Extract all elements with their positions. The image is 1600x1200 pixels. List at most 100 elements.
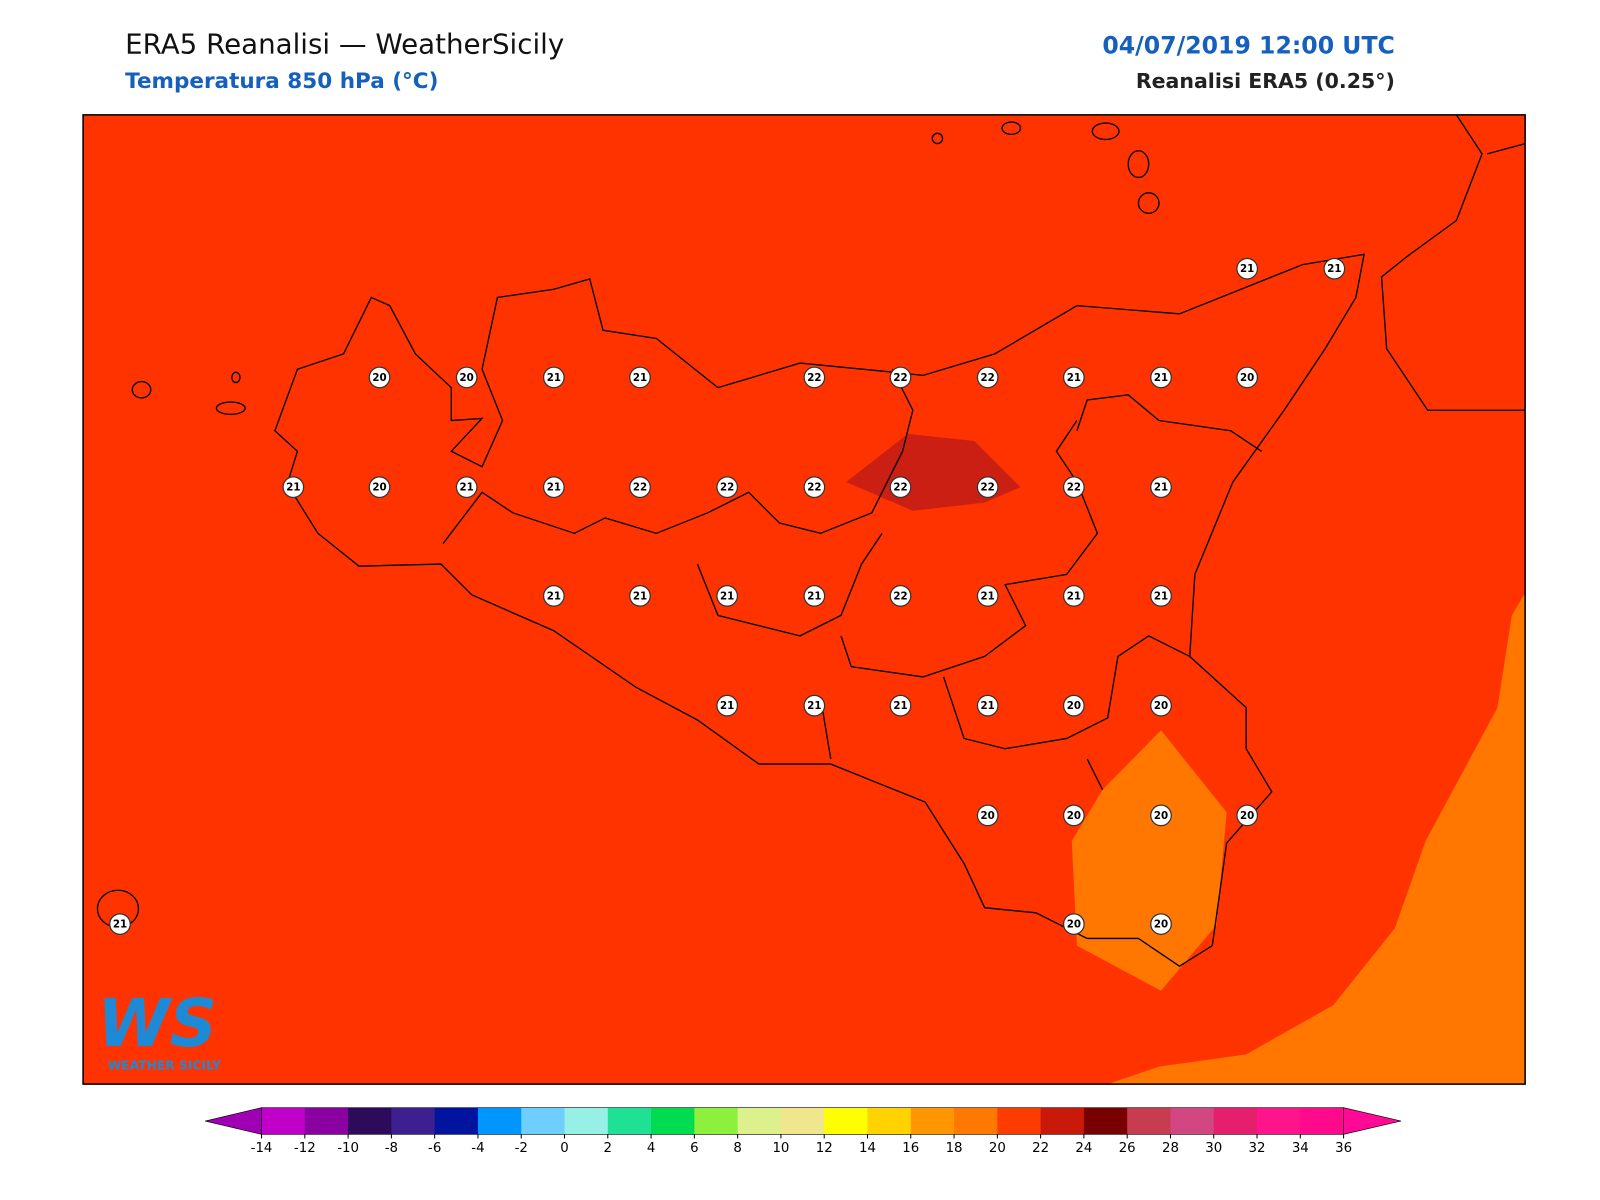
colorbar-segment — [824, 1107, 868, 1135]
colorbar-segment — [997, 1107, 1042, 1135]
station-value: 22 — [981, 372, 995, 384]
station-marker — [542, 366, 565, 389]
station-marker — [1150, 476, 1172, 499]
colorbar-tick-label: -10 — [337, 1141, 359, 1156]
colorbar-segment — [651, 1107, 695, 1135]
station-value: 21 — [286, 482, 300, 494]
colorbar-frame — [261, 1107, 1344, 1135]
station-marker — [889, 585, 912, 607]
station: 21 — [803, 585, 826, 607]
station-marker — [889, 476, 912, 499]
station-value: 21 — [547, 372, 561, 384]
station-value: 20 — [1067, 919, 1081, 931]
colorbar-tick-label: 18 — [946, 1141, 963, 1156]
subtitle: Temperatura 850 hPa (°C) — [125, 69, 438, 94]
station-value: 20 — [372, 482, 386, 494]
station: 22 — [629, 476, 651, 499]
colorbar-tick-label: 16 — [902, 1141, 919, 1156]
station-marker — [976, 366, 999, 389]
stations: 21 21 20 20 21 21 22 22 22 21 21 20 21 20 21 21 22 22 22 22… — [109, 257, 1346, 935]
station-marker — [716, 694, 739, 717]
station-marker — [889, 366, 912, 389]
station-marker — [803, 366, 826, 389]
colorbar-segment — [1213, 1107, 1258, 1135]
colorbar-segment — [867, 1107, 912, 1135]
station-value: 22 — [893, 372, 907, 384]
station: 21 — [716, 585, 739, 607]
colorbar-under — [205, 1107, 262, 1135]
station: 20 — [1236, 366, 1259, 389]
station-marker — [629, 585, 651, 607]
station: 21 — [542, 476, 565, 499]
colorbar-tick-label: 20 — [989, 1141, 1006, 1156]
station: 21 — [976, 585, 999, 607]
colorbar-segment — [1300, 1107, 1345, 1135]
station-marker — [455, 476, 478, 499]
station-marker — [889, 694, 912, 717]
station-marker — [1236, 366, 1259, 389]
station: 22 — [803, 366, 826, 389]
station-marker — [803, 694, 826, 717]
map-frame — [82, 114, 1526, 1085]
colorbar-tick-label: 36 — [1335, 1141, 1352, 1156]
colorbar-segment — [261, 1107, 306, 1135]
station-marker — [1150, 694, 1172, 717]
colorbar-tick-label: 4 — [647, 1141, 655, 1156]
station-value: 21 — [113, 919, 127, 931]
colorbar-segment — [737, 1107, 782, 1135]
station-marker — [368, 366, 391, 389]
station: 21 — [542, 366, 565, 389]
station-value: 21 — [1327, 263, 1341, 275]
station-value: 21 — [1154, 590, 1168, 602]
station-value: 20 — [1067, 700, 1081, 712]
station-value: 21 — [633, 590, 647, 602]
station-value: 21 — [460, 482, 474, 494]
colorbar-segment — [780, 1107, 825, 1135]
station-marker — [1062, 913, 1085, 935]
station-marker — [1236, 804, 1259, 827]
station-value: 20 — [460, 372, 474, 384]
station: 21 — [1062, 366, 1085, 389]
station-marker — [803, 476, 826, 499]
colorbar-segment — [1170, 1107, 1215, 1135]
station: 21 — [976, 694, 999, 717]
station-value: 22 — [1067, 482, 1081, 494]
station: 21 — [1150, 476, 1172, 499]
station-marker — [716, 476, 739, 499]
station-marker — [1150, 366, 1172, 389]
station-marker — [1150, 804, 1172, 827]
station-value: 22 — [807, 372, 821, 384]
station: 21 — [803, 694, 826, 717]
station-value: 20 — [1154, 810, 1168, 822]
station-value: 20 — [1240, 810, 1254, 822]
station: 22 — [716, 476, 739, 499]
field-20 — [1107, 592, 1526, 1085]
station: 20 — [1150, 804, 1172, 827]
station-marker — [976, 476, 999, 499]
colorbar-segment — [304, 1107, 349, 1135]
station-value: 20 — [1067, 810, 1081, 822]
station-value: 22 — [807, 482, 821, 494]
colorbar-tick-label: 30 — [1205, 1141, 1222, 1156]
station-value: 21 — [981, 590, 995, 602]
station-value: 21 — [981, 700, 995, 712]
station: 20 — [1062, 913, 1085, 935]
station-value: 22 — [981, 482, 995, 494]
station: 21 — [455, 476, 478, 499]
station-marker — [455, 366, 478, 389]
station-value: 20 — [1154, 700, 1168, 712]
station-marker — [1062, 476, 1085, 499]
station: 21 — [282, 476, 305, 499]
station-value: 22 — [720, 482, 734, 494]
colorbar-segment — [1257, 1107, 1301, 1135]
colorbar-segment — [694, 1107, 739, 1135]
logo-name: WEATHER SICILY — [108, 1059, 222, 1073]
station: 20 — [1150, 694, 1172, 717]
colorbar-over — [1343, 1107, 1402, 1135]
station-marker — [1062, 804, 1085, 827]
station: 21 — [716, 694, 739, 717]
station: 20 — [976, 804, 999, 827]
colorbar-tick-label: 12 — [816, 1141, 833, 1156]
colorbar-segment — [434, 1107, 479, 1135]
